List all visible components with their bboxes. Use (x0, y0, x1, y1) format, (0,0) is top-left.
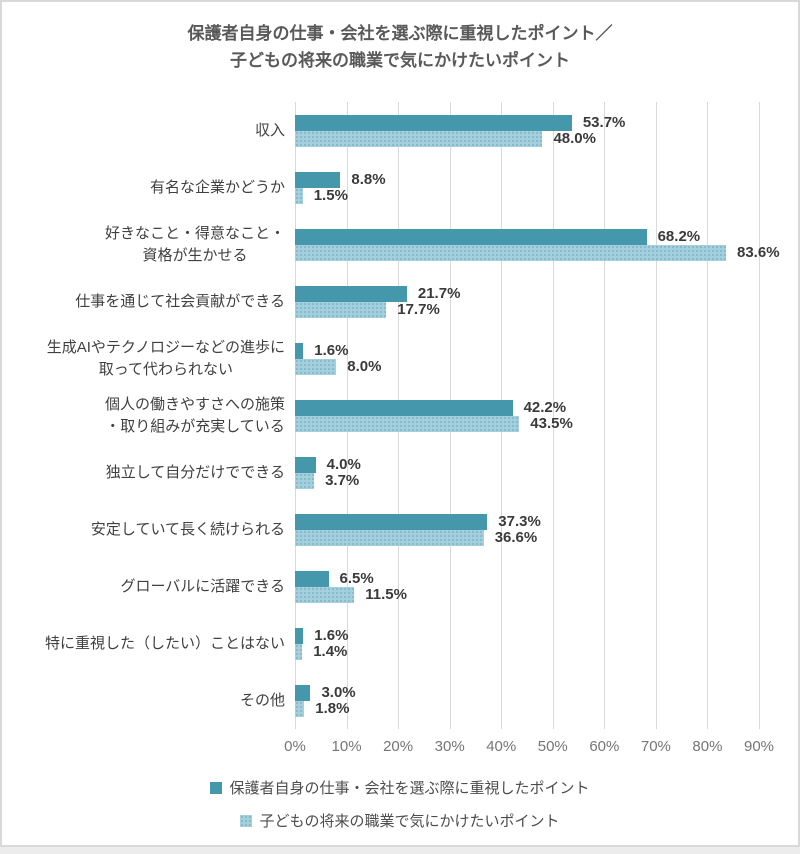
category-label: 好きなこと・得意なこと・ 資格が生かせる (104, 224, 285, 264)
value-label-series-2: 1.5% (313, 186, 348, 204)
value-label-series-1: 4.0% (326, 455, 361, 473)
plot-area: 収入 53.7% 48.0% 有名な企業かどうか 8.8% 1.5% (2, 102, 798, 729)
category-label: 仕事を通じて社会貢献ができる (75, 292, 285, 310)
x-axis-tick: 80% (692, 738, 723, 755)
value-label-series-2: 3.7% (325, 471, 360, 489)
value-label-series-1: 21.7% (417, 284, 461, 302)
legend-item-series-2: 子どもの将来の職業で気にかけたいポイント (240, 810, 560, 831)
bar-series-2 (295, 586, 355, 603)
value-label-series-2: 17.7% (397, 300, 440, 318)
value-label-series-1: 3.0% (321, 683, 356, 701)
bar-series-2 (295, 130, 543, 147)
x-axis-tick: 90% (743, 738, 775, 755)
bar-series-1 (295, 456, 316, 473)
x-axis-tick: 60% (589, 738, 620, 755)
category-label: その他 (239, 691, 285, 709)
bar-series-2 (295, 244, 726, 261)
bar-series-1 (295, 627, 304, 644)
value-label-series-1: 6.5% (339, 569, 374, 587)
category-row: 安定していて長く続けられる 37.3% 36.6% (2, 501, 798, 558)
x-axis-tick: 20% (383, 738, 414, 755)
x-axis: 0% 10% 20% 30% 40% 50% 60% 70% 80% 90% (284, 729, 774, 763)
value-label-series-2: 36.6% (494, 528, 538, 546)
value-label-series-1: 1.6% (314, 626, 349, 644)
x-axis-tick: 10% (331, 738, 362, 755)
legend: 保護者自身の仕事・会社を選ぶ際に重視したポイント 子どもの将来の職業で気にかけた… (2, 777, 798, 831)
x-axis-tick: 50% (537, 738, 568, 755)
category-row: 好きなこと・得意なこと・ 資格が生かせる 68.2% 83.6% (2, 216, 798, 273)
value-label-series-2: 11.5% (365, 585, 407, 603)
category-label: 有名な企業かどうか (149, 178, 285, 196)
value-label-series-1: 53.7% (582, 113, 626, 131)
bar-series-1 (295, 399, 513, 416)
bar-series-1 (295, 570, 329, 587)
value-label-series-2: 43.5% (530, 414, 573, 432)
bar-series-1 (295, 228, 647, 245)
bar-series-2 (295, 643, 303, 660)
category-rows: 収入 53.7% 48.0% 有名な企業かどうか 8.8% 1.5% (2, 102, 798, 729)
category-row: 独立して自分だけでできる 4.0% 3.7% (2, 444, 798, 501)
value-label-series-2: 1.4% (313, 642, 348, 660)
value-label-series-2: 8.0% (347, 357, 382, 375)
category-row: グローバルに活躍できる 6.5% 11.5% (2, 558, 798, 615)
category-label: 個人の働きやすさへの施策 ・取り組みが充実している (104, 395, 285, 435)
bar-series-1 (295, 513, 488, 530)
category-label: 独立して自分だけでできる (105, 463, 285, 481)
legend-label-series-1: 保護者自身の仕事・会社を選ぶ際に重視したポイント (229, 780, 590, 797)
value-label-series-2: 83.6% (737, 243, 780, 261)
bar-series-1 (295, 285, 407, 302)
category-label: グローバルに活躍できる (120, 577, 285, 595)
gridline (604, 102, 606, 729)
x-axis-tick: 70% (640, 738, 671, 755)
category-row: 仕事を通じて社会貢献ができる 21.7% 17.7% (2, 273, 798, 330)
legend-label-series-2: 子どもの将来の職業で気にかけたいポイント (259, 813, 560, 830)
gridline (552, 102, 554, 729)
category-label: 特に重視した（したい）ことはない (44, 634, 285, 652)
value-label-series-1: 42.2% (523, 398, 567, 416)
category-label: 安定していて長く続けられる (90, 520, 285, 538)
category-row: 有名な企業かどうか 8.8% 1.5% (2, 159, 798, 216)
x-axis-tick: 40% (486, 738, 517, 755)
gridline (707, 102, 709, 729)
x-axis-tick: 0% (284, 738, 306, 755)
value-label-series-1: 1.6% (314, 341, 349, 359)
bar-series-2 (295, 301, 387, 318)
value-label-series-1: 8.8% (351, 170, 386, 188)
bar-series-1 (295, 114, 572, 131)
chart-title: 保護者自身の仕事・会社を選ぶ際に重視したポイント／ 子どもの将来の職業で気にかけ… (2, 20, 798, 74)
value-label-series-1: 68.2% (657, 227, 701, 245)
category-row: 特に重視した（したい）ことはない 1.6% 1.4% (2, 615, 798, 672)
gridline (759, 102, 760, 729)
gridline (655, 102, 657, 729)
value-label-series-2: 1.8% (315, 699, 350, 717)
legend-swatch-series-2 (240, 814, 253, 827)
category-row: その他 3.0% 1.8% (2, 672, 798, 729)
bar-series-2 (295, 415, 520, 432)
bar-series-2 (295, 187, 303, 204)
bar-series-2 (295, 358, 337, 375)
value-label-series-2: 48.0% (553, 129, 596, 147)
chart-title-line-1: 保護者自身の仕事・会社を選ぶ際に重視したポイント／ (187, 24, 613, 43)
bar-series-1 (295, 684, 311, 701)
legend-item-series-1: 保護者自身の仕事・会社を選ぶ際に重視したポイント (210, 777, 590, 798)
legend-swatch-series-1 (210, 781, 223, 794)
bar-series-2 (295, 472, 315, 489)
chart-title-line-2: 子どもの将来の職業で気にかけたいポイント (230, 51, 570, 70)
bar-series-2 (295, 700, 305, 717)
category-row: 収入 53.7% 48.0% (2, 102, 798, 159)
bar-series-1 (295, 342, 304, 359)
category-label: 生成AIやテクノロジーなどの進歩に 取って代わられない (46, 338, 285, 378)
bar-series-2 (295, 529, 484, 546)
category-row: 生成AIやテクノロジーなどの進歩に 取って代わられない 1.6% 8.0% (2, 330, 798, 387)
value-label-series-1: 37.3% (498, 512, 541, 530)
category-label: 収入 (254, 121, 285, 139)
category-row: 個人の働きやすさへの施策 ・取り組みが充実している 42.2% 43.5% (2, 387, 798, 444)
bar-series-1 (295, 171, 341, 188)
x-axis-tick: 30% (434, 738, 465, 755)
